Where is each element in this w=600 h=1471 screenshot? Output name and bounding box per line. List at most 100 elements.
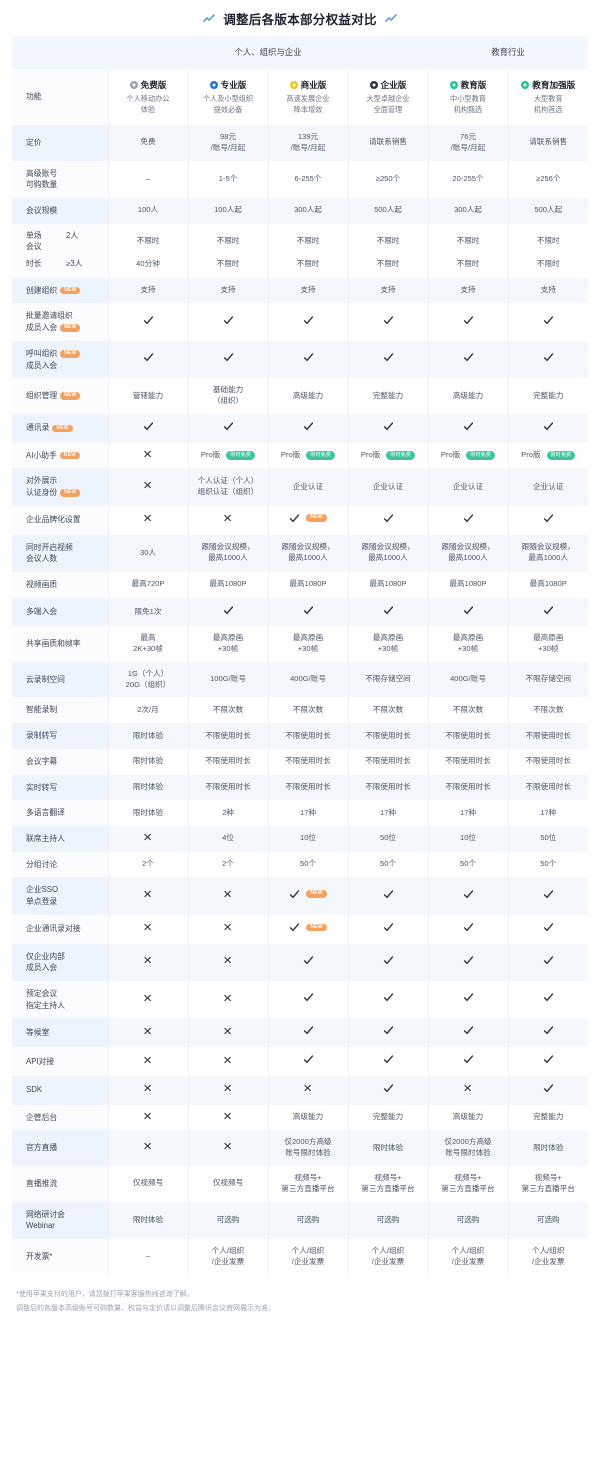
row-label-duration: 单场 2人 会议 bbox=[12, 223, 108, 255]
row-label: 对外展示 认证身份 NEW bbox=[12, 468, 108, 506]
table-cell: ✕ bbox=[107, 980, 188, 1019]
table-cell: 视频号+ 第三方直播平台 bbox=[507, 1165, 588, 1202]
value-text: 100G/账号 bbox=[210, 674, 246, 684]
value-text: 最高原画 +30帧 bbox=[432, 633, 505, 655]
plan-dot-icon bbox=[369, 81, 378, 90]
plan-desc-line2: 机构甄选 bbox=[453, 104, 483, 114]
value-cross: ✕ bbox=[143, 1026, 153, 1038]
plan-header-教育加强版[interactable]: 教育加强版 大型教育 机构首选 bbox=[507, 69, 589, 125]
table-cell: 不限次数 bbox=[427, 697, 508, 724]
table-cell: 最高原画 +30帧 bbox=[507, 626, 588, 662]
value-text: 个人认证（个人） 组织认证（组织） bbox=[192, 476, 265, 498]
table-cell: 跟随会议规模， 最高1000人 bbox=[187, 534, 268, 572]
group-header-spacer bbox=[12, 36, 108, 69]
value-line1: 视频号+ bbox=[374, 1172, 402, 1182]
row-label-text: AI小助手 bbox=[26, 450, 57, 460]
value-text: 高级能力 bbox=[292, 390, 324, 400]
table-cell: 企业认证 bbox=[347, 468, 428, 506]
value-pro: Pro版 限时免费 bbox=[361, 450, 416, 461]
table-cell bbox=[427, 303, 508, 341]
value-text: 50个 bbox=[540, 859, 557, 869]
plan-title: 专业版 bbox=[220, 79, 247, 90]
table-cell: 不限使用时长 bbox=[347, 774, 428, 801]
value-line2: +30帧 bbox=[217, 644, 239, 654]
table-row: 时长 ≥3人 40分钟 不限时 不限时 不限时 不限时 不限时 bbox=[12, 255, 588, 278]
value-text: 企业认证 bbox=[533, 481, 564, 491]
page-title: 调整后各版本部分权益对比 bbox=[223, 12, 377, 27]
value-check bbox=[223, 315, 234, 326]
check-icon bbox=[303, 421, 314, 432]
value-text: 个人/组织/企业发票 bbox=[272, 1246, 345, 1268]
value-check bbox=[463, 1025, 474, 1036]
check-icon bbox=[383, 1083, 394, 1094]
footnote-2: 调整后的各版本高级账号可购数量、权益与定价请以调整后腾讯会议官网展示为准。 bbox=[16, 1305, 275, 1313]
check-icon bbox=[463, 421, 474, 432]
pro-label: Pro版 bbox=[440, 450, 461, 460]
value-text: 2次/月 bbox=[137, 704, 159, 714]
row-label-text: 组织管理 bbox=[26, 391, 58, 401]
table-cell: 不限存储空间 bbox=[347, 661, 428, 698]
check-icon bbox=[383, 352, 394, 363]
row-label: 实时转写 bbox=[12, 774, 108, 801]
table-cell: ✕ bbox=[107, 914, 188, 944]
table-cell: 17种 bbox=[427, 800, 508, 826]
value-check bbox=[543, 955, 554, 966]
page-title-bar: 调整后各版本部分权益对比 bbox=[0, 0, 600, 36]
table-row: AI小助手 NEW ✕ Pro版 限时免费 Pro版 限时免费 Pro版 限时免费 Pro版 限时免… bbox=[12, 442, 588, 469]
plan-dot-icon bbox=[129, 81, 138, 90]
limited-free-badge: 限时免费 bbox=[306, 451, 336, 460]
value-line1: 最高原画 bbox=[372, 633, 404, 643]
plan-header-免费版[interactable]: 免费版 个人移动办公 体验 bbox=[107, 69, 188, 125]
check-icon bbox=[223, 605, 234, 616]
cross-icon: ✕ bbox=[143, 513, 153, 526]
value-line1: 个人/组织 bbox=[451, 1245, 485, 1255]
value-check bbox=[383, 513, 394, 524]
group-header-row: 个人、组织与企业 教育行业 bbox=[12, 36, 588, 69]
plan-desc-5: 大型教育 机构首选 bbox=[509, 94, 589, 115]
row-label-text: 网络研讨会 bbox=[26, 1209, 65, 1219]
value-line1: 1G（个人） bbox=[127, 668, 169, 678]
table-cell: Pro版 限时免费 bbox=[507, 442, 588, 469]
plan-header-企业版[interactable]: 企业版 大型卓越企业 全面管理 bbox=[347, 69, 428, 125]
plan-header-教育版[interactable]: 教育版 中小型教育 机构甄选 bbox=[427, 69, 508, 125]
plan-header-商业版[interactable]: 商业版 高速发展企业 降本增效 bbox=[267, 69, 348, 125]
feature-column-header: 功能 bbox=[12, 69, 108, 125]
plan-desc-line1: 个人及小型组织 bbox=[202, 94, 254, 104]
value-text: 不限使用时长 bbox=[525, 730, 572, 740]
value-line2: 最高1000人 bbox=[288, 553, 328, 563]
value-text: 个人/组织/企业发票 bbox=[512, 1246, 586, 1268]
row-label: 分组讨论 bbox=[12, 851, 108, 878]
table-cell: 企业认证 bbox=[427, 468, 508, 506]
value-text: 2个 bbox=[142, 859, 154, 869]
value-text: 跟随会议规模， 最高1000人 bbox=[432, 542, 505, 564]
table-row: 视频画质 最高720P 最高1080P 最高1080P 最高1080P 最高1080P 最高… bbox=[12, 571, 588, 598]
plan-desc-4: 中小型教育 机构甄选 bbox=[429, 94, 508, 115]
table-cell: 不限存储空间 bbox=[507, 661, 588, 698]
value-text: 不限使用时长 bbox=[285, 730, 331, 740]
table-cell bbox=[507, 597, 588, 627]
plan-desc-0: 个人移动办公 体验 bbox=[109, 94, 188, 115]
table-cell: 4位 bbox=[187, 825, 268, 852]
value-check bbox=[383, 605, 394, 616]
value-text: 请联系销售 bbox=[529, 137, 568, 147]
cross-icon: ✕ bbox=[223, 1141, 233, 1154]
value-check bbox=[383, 922, 394, 933]
table-row: 录制转写 限时体验 不限使用时长 不限使用时长 不限使用时长 不限使用时长 不限使用时长 bbox=[12, 723, 588, 749]
table-cell: 17种 bbox=[267, 800, 348, 826]
plan-dot-icon bbox=[449, 81, 458, 90]
cross-icon: ✕ bbox=[143, 922, 153, 935]
check-icon bbox=[463, 1054, 474, 1065]
check-icon bbox=[303, 1054, 314, 1065]
table-cell: 支持 bbox=[187, 277, 268, 304]
plan-header-专业版[interactable]: 专业版 个人及小型组织 提效必备 bbox=[187, 69, 268, 125]
value-cross: ✕ bbox=[223, 923, 233, 934]
value-line2: +30帧 bbox=[377, 644, 399, 654]
value-text: – bbox=[145, 1251, 151, 1261]
value-check bbox=[463, 889, 474, 900]
check-icon bbox=[383, 889, 394, 900]
row-label: 企业SSO 单点登录 bbox=[12, 877, 108, 915]
table-cell: ✕ bbox=[267, 1075, 348, 1105]
value-text: 不限使用时长 bbox=[205, 781, 251, 791]
value-text: 2个 bbox=[222, 859, 234, 869]
value-text: 不限次数 bbox=[533, 704, 564, 714]
